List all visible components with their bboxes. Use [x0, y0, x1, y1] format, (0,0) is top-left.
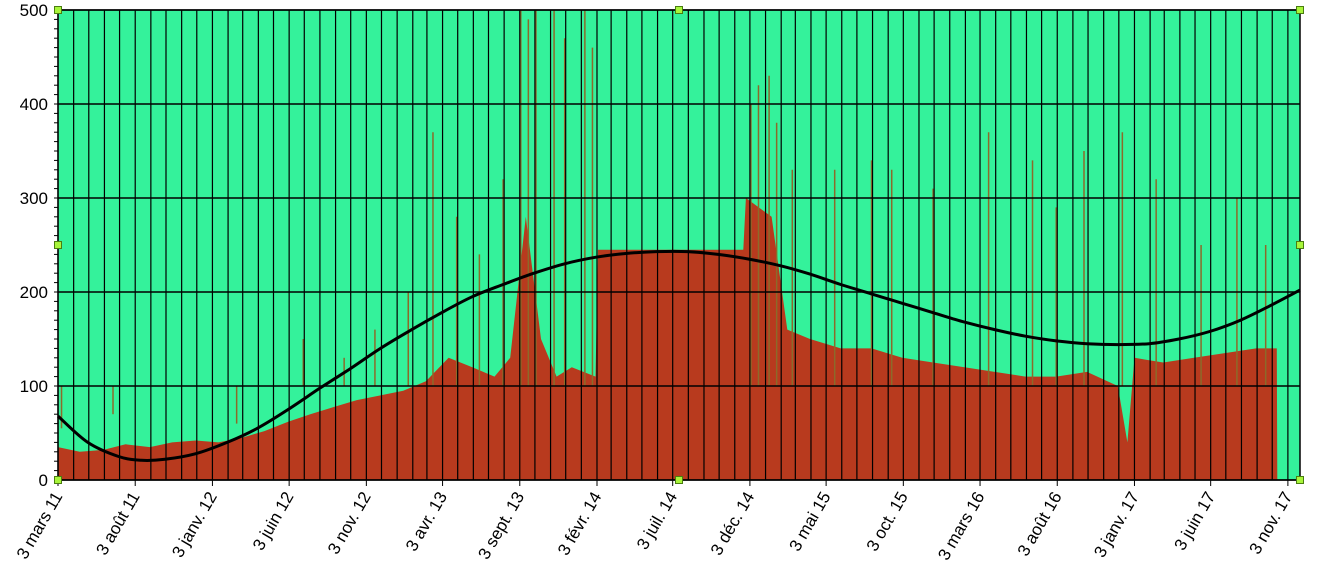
resize-handle[interactable] [1296, 241, 1304, 249]
x-tick-label: 3 févr. 14 [554, 489, 605, 559]
x-tick-label: 3 janv. 12 [168, 489, 221, 561]
resize-handle[interactable] [54, 6, 62, 14]
x-tick-label: 3 juin 17 [1171, 489, 1220, 554]
resize-handle[interactable] [675, 476, 683, 484]
x-tick-label: 3 mai 15 [786, 489, 835, 555]
x-tick-label: 3 avr. 13 [402, 489, 451, 555]
y-tick-label: 500 [20, 1, 48, 20]
trend-line [56, 249, 1301, 462]
x-tick-label: 3 oct. 15 [863, 489, 912, 555]
plot-area [56, 9, 1301, 481]
resize-handle[interactable] [54, 241, 62, 249]
resize-handle[interactable] [675, 6, 683, 14]
resize-handle[interactable] [1296, 476, 1304, 484]
x-tick-label: 3 mars 16 [934, 489, 988, 564]
x-tick-label: 3 nov. 12 [324, 489, 375, 558]
y-tick-label: 100 [20, 377, 48, 396]
y-tick-label: 400 [20, 95, 48, 114]
x-tick-label: 3 août 16 [1014, 489, 1066, 560]
resize-handle[interactable] [1296, 6, 1304, 14]
x-tick-label: 3 déc. 14 [707, 489, 758, 559]
y-tick-label: 0 [39, 471, 48, 490]
x-tick-label: 3 août 11 [92, 489, 143, 559]
area-series [58, 198, 1278, 480]
resize-handle[interactable] [54, 476, 62, 484]
selection-handles[interactable] [54, 6, 1304, 484]
y-tick-label: 200 [20, 283, 48, 302]
x-tick-label: 3 mars 11 [13, 489, 67, 563]
x-axis: 3 mars 11 3 août 11 3 janv. 12 3 juin 12 3 n… [13, 480, 1297, 564]
y-axis: 0 100 200 300 400 500 [20, 1, 58, 490]
x-tick-label: 3 juin 12 [249, 489, 298, 554]
x-tick-label: 3 janv. 17 [1090, 489, 1143, 561]
y-tick-label: 300 [20, 189, 48, 208]
x-tick-label: 3 sept. 13 [474, 489, 528, 563]
x-tick-label: 3 juil. 14 [633, 489, 681, 553]
x-tick-label: 3 nov. 17 [1246, 489, 1297, 558]
